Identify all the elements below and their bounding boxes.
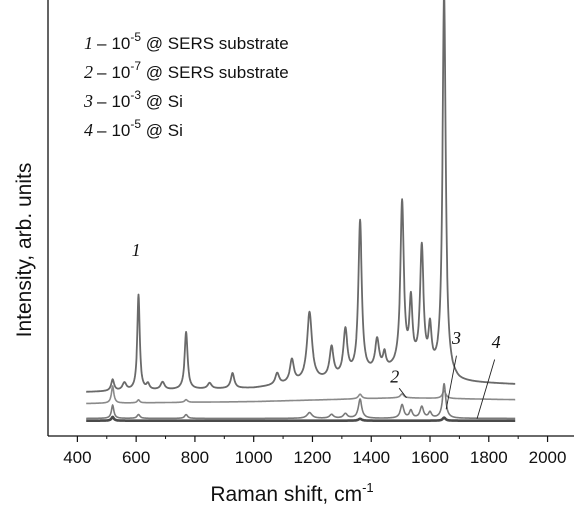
x-tick-label: 1600 [411, 448, 449, 467]
y-axis-title: Intensity, arb. units [13, 163, 36, 338]
series-line-4 [85, 415, 517, 423]
x-tick-label: 2000 [529, 448, 567, 467]
legend-entry-suffix: @ Si [141, 92, 183, 111]
legend-entry-4: 4–10-5 @ Si [84, 117, 183, 140]
legend-entry-number: 4 [84, 120, 93, 140]
legend-entry-suffix: @ SERS substrate [141, 63, 289, 82]
curve-label-leader-3 [445, 355, 457, 410]
x-axis-title: Raman shift, cm-1 [210, 480, 373, 506]
legend-entry-exponent: -3 [130, 88, 141, 102]
curve-label-1: 1 [132, 240, 141, 260]
legend-entry-base: 10 [111, 92, 130, 111]
legend-entry-number: 3 [83, 91, 93, 111]
legend-entry-1: 1–10-5 @ SERS substrate [84, 30, 289, 53]
curve-label-4: 4 [492, 332, 501, 352]
legend-entry-exponent: -5 [130, 30, 141, 44]
legend-entry-2: 2–10-7 @ SERS substrate [84, 59, 289, 82]
axes: 400 600 800 1000 1200 1400 1600 1800 2000 [47, 0, 574, 467]
legend-entry-exponent: -7 [130, 59, 141, 73]
legend-entry-base: 10 [111, 121, 130, 140]
x-tick-label: 1200 [294, 448, 332, 467]
series-line-3 [85, 382, 516, 420]
x-tick-label: 600 [122, 448, 150, 467]
series-layer [85, 0, 517, 423]
legend-entry-dash: – [97, 121, 107, 140]
x-tick-label: 400 [63, 448, 91, 467]
curve-label-leader-2 [398, 387, 407, 399]
x-axis-title-superscript: -1 [362, 480, 374, 495]
curve-label-2: 2 [390, 366, 399, 386]
curve-label-3: 3 [451, 328, 461, 348]
legend-entry-dash: – [97, 34, 107, 53]
legend-entry-base: 10 [111, 34, 130, 53]
legend-entry-suffix: @ SERS substrate [141, 34, 289, 53]
curve-label-leader-4 [476, 359, 496, 419]
legend-entry-dash: – [97, 92, 107, 111]
legend-entry-number: 1 [84, 33, 93, 53]
x-tick-label: 1400 [352, 448, 390, 467]
legend-entry-dash: – [97, 63, 107, 82]
legend-entry-base: 10 [111, 63, 130, 82]
series-line-1 [85, 0, 516, 393]
x-tick-label: 1000 [235, 448, 273, 467]
legend-entry-exponent: -5 [130, 117, 141, 131]
legend-entry-number: 2 [84, 62, 93, 82]
x-tick-label: 800 [181, 448, 209, 467]
series-line-2 [85, 385, 516, 405]
x-tick-label: 1800 [470, 448, 508, 467]
legend-entry-3: 3–10-3 @ Si [83, 88, 183, 111]
curve-labels: 1 2 3 4 [132, 240, 501, 419]
legend-entry-suffix: @ Si [141, 121, 183, 140]
